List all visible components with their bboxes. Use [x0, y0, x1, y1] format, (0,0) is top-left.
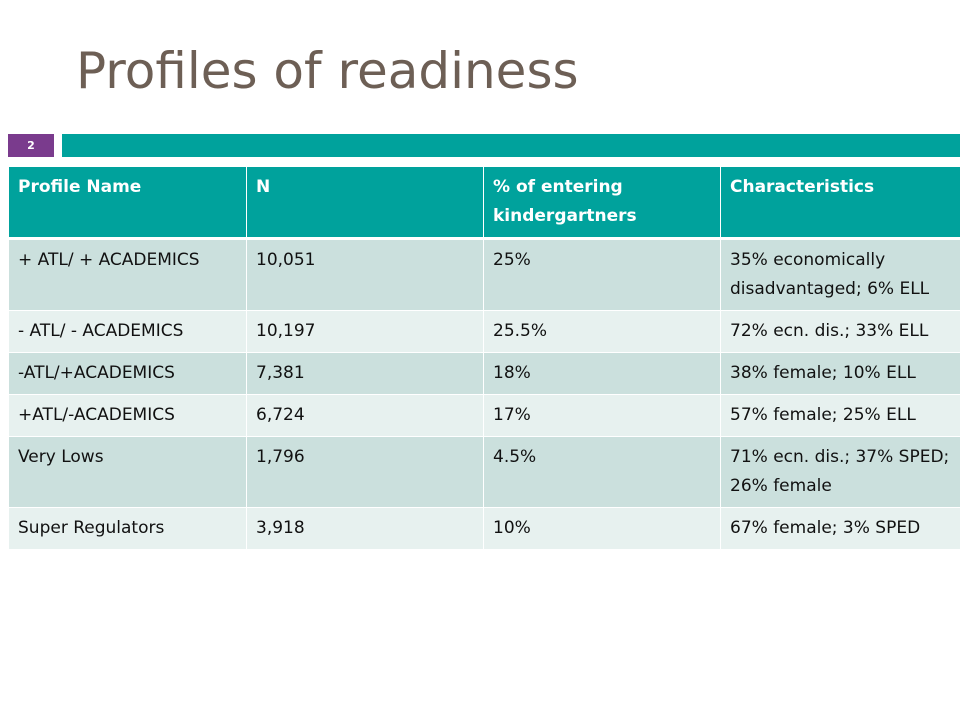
accent-bar [62, 134, 960, 157]
cell-profile-name: + ATL/ + ACADEMICS [8, 238, 247, 311]
cell-n: 10,051 [246, 238, 484, 311]
cell-characteristics: 67% female; 3% SPED [720, 507, 960, 550]
cell-n: 7,381 [246, 352, 484, 395]
cell-n: 10,197 [246, 310, 484, 353]
table-header-row: Profile Name N % of entering kindergartn… [8, 167, 960, 240]
cell-characteristics: 71% ecn. dis.; 37% SPED; 26% female [720, 436, 960, 508]
cell-n: 1,796 [246, 436, 484, 508]
table-row: Super Regulators 3,918 10% 67% female; 3… [8, 507, 960, 550]
table-row: - ATL/ - ACADEMICS 10,197 25.5% 72% ecn.… [8, 310, 960, 353]
page-title: Profiles of readiness [76, 42, 579, 100]
cell-profile-name: Super Regulators [8, 507, 247, 550]
cell-characteristics: 35% economically disadvantaged; 6% ELL [720, 238, 960, 311]
slide-number-badge: 2 [8, 134, 54, 157]
cell-profile-name: Very Lows [8, 436, 247, 508]
cell-characteristics: 57% female; 25% ELL [720, 394, 960, 437]
cell-n: 3,918 [246, 507, 484, 550]
cell-characteristics: 38% female; 10% ELL [720, 352, 960, 395]
cell-n: 6,724 [246, 394, 484, 437]
cell-profile-name: -ATL/+ACADEMICS [8, 352, 247, 395]
cell-percent: 10% [483, 507, 721, 550]
header-percent-entering: % of entering kindergartners [483, 167, 721, 240]
profiles-table: Profile Name N % of entering kindergartn… [8, 167, 960, 550]
cell-percent: 25.5% [483, 310, 721, 353]
cell-profile-name: +ATL/-ACADEMICS [8, 394, 247, 437]
cell-percent: 18% [483, 352, 721, 395]
cell-percent: 25% [483, 238, 721, 311]
table-row: Very Lows 1,796 4.5% 71% ecn. dis.; 37% … [8, 436, 960, 508]
cell-percent: 17% [483, 394, 721, 437]
table-row: + ATL/ + ACADEMICS 10,051 25% 35% econom… [8, 238, 960, 311]
table-row: -ATL/+ACADEMICS 7,381 18% 38% female; 10… [8, 352, 960, 395]
table-row: +ATL/-ACADEMICS 6,724 17% 57% female; 25… [8, 394, 960, 437]
cell-profile-name: - ATL/ - ACADEMICS [8, 310, 247, 353]
cell-percent: 4.5% [483, 436, 721, 508]
header-profile-name: Profile Name [8, 167, 247, 240]
header-n: N [246, 167, 484, 240]
header-characteristics: Characteristics [720, 167, 960, 240]
cell-characteristics: 72% ecn. dis.; 33% ELL [720, 310, 960, 353]
